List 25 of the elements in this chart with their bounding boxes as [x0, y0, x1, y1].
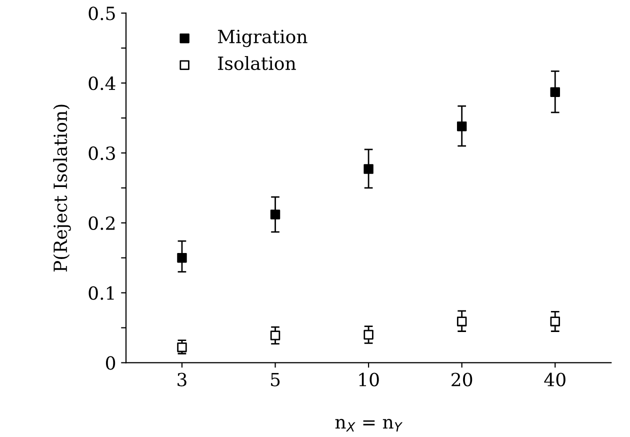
y-axis-title: P(Reject Isolation)	[53, 104, 71, 272]
y-tick-label: 0.1	[88, 286, 114, 300]
point	[364, 330, 374, 340]
point	[177, 252, 187, 263]
x-tick-label: 5	[271, 372, 280, 386]
point	[550, 87, 560, 97]
y-tick-label: 0	[106, 356, 116, 370]
x-axis-title: n$_{X}$ = n$_{Y}$	[335, 418, 403, 432]
point	[550, 316, 560, 326]
x-tick-label: 10	[359, 372, 379, 386]
y-tick-label: 0.5	[88, 6, 115, 20]
x-tick-label: 20	[452, 372, 472, 386]
y-tick-label: 0.4	[88, 76, 116, 90]
x-tick-label: 40	[544, 372, 566, 386]
point	[364, 164, 374, 174]
point	[270, 330, 280, 340]
y-tick-label: 0.2	[88, 216, 115, 230]
y-tick-label: 0.3	[88, 146, 115, 160]
x-tick-label: 3	[178, 372, 186, 386]
point	[456, 316, 467, 326]
legend-label: Migration	[218, 30, 308, 48]
legend-label: Isolation	[218, 56, 296, 70]
point	[456, 122, 467, 132]
point	[270, 210, 280, 220]
point	[177, 342, 187, 352]
